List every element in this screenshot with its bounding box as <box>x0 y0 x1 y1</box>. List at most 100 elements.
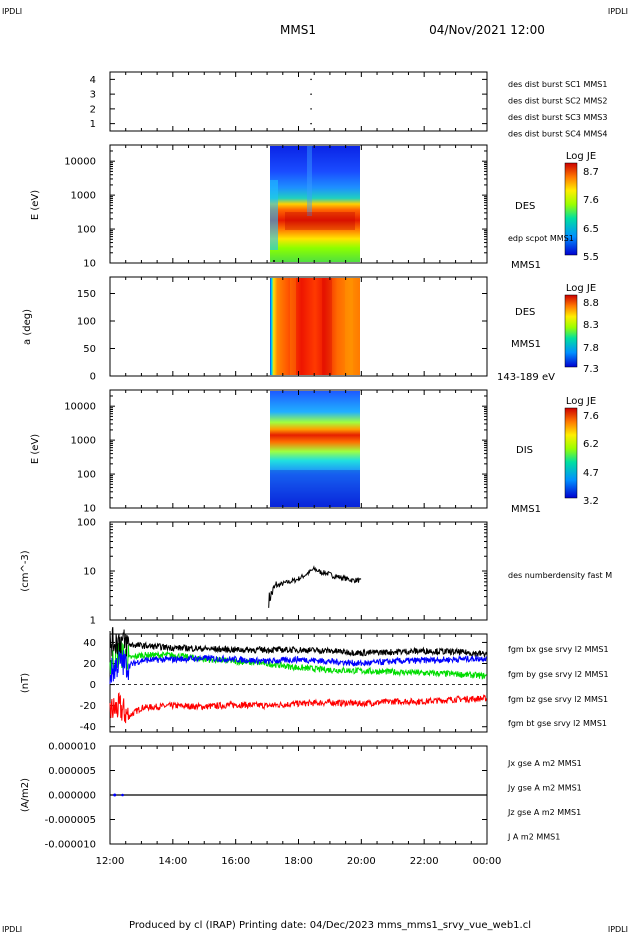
des-energy-low-edge <box>270 180 278 250</box>
legend-entry-fgm: fgm bt gse srvy l2 MMS1 <box>508 719 607 728</box>
burst-point <box>310 78 312 81</box>
y-tick-label: -20 <box>80 701 96 712</box>
y-tick-label: 20 <box>83 659 96 670</box>
colorbar-title-2: Log JE <box>566 283 596 294</box>
legend-entry-fgm: fgm bz gse srvy l2 MMS1 <box>508 695 608 704</box>
colorbar-tick-3-3: 3.2 <box>583 496 599 507</box>
x-tick-label: 20:00 <box>347 856 376 867</box>
des-species-label: DES <box>515 201 535 212</box>
fgm-trace <box>109 649 487 685</box>
ylabel-des-energy: E (eV) <box>30 190 41 220</box>
y-tick-label: 10000 <box>64 157 96 168</box>
burst-point <box>310 108 312 110</box>
legend-entry-density: des numberdensity fast M <box>508 571 612 580</box>
colorbar-tick-1-2: 6.5 <box>583 224 599 235</box>
legend-entry-current: J A m2 MMS1 <box>507 833 560 842</box>
y-tick-label: -0.000005 <box>45 815 96 826</box>
edp-scpot-label: edp scpot MMS1 <box>508 234 574 243</box>
y-tick-label: -40 <box>80 722 96 733</box>
y-tick-label: 0.000010 <box>48 742 96 753</box>
des-energy-sc-label: MMS1 <box>511 260 541 271</box>
y-tick-label: 0 <box>90 680 96 691</box>
y-tick-label: 1000 <box>71 436 96 447</box>
des-pitch-stripe-1 <box>290 278 296 375</box>
legend-entry-fgm: fgm by gse srvy l2 MMS1 <box>508 670 609 679</box>
burst-point <box>310 93 312 95</box>
corner-label-bl: IPDLI <box>2 925 22 934</box>
des-energy-dark-core <box>285 212 355 230</box>
y-tick-label: 100 <box>77 470 96 481</box>
colorbar-tick-2-0: 8.8 <box>583 298 599 309</box>
fgm-trace <box>109 627 487 659</box>
energy-range-label: 143-189 eV <box>497 372 555 383</box>
legend-entry-current: Jz gse A m2 MMS1 <box>507 808 581 817</box>
dis-species-label: DIS <box>516 445 533 456</box>
ylabel-density: (cm^-3) <box>20 550 31 591</box>
fgm-trace <box>109 640 487 680</box>
y-tick-label: 100 <box>77 518 96 529</box>
dynamic-marks: 12:00 14:00 16:00 18:00 20:00 22:00 00:00 4 3 2 1 1… <box>45 72 612 867</box>
colorbar-dis-energy: Log JE 7.6 6.2 4.7 3.2 <box>564 396 599 507</box>
y-tick-label: 1 <box>90 119 96 130</box>
colorbar-tick-1-0: 8.7 <box>583 167 599 178</box>
dis-sc-label: MMS1 <box>511 504 541 515</box>
colorbar-tick-2-3: 7.3 <box>583 364 599 375</box>
colorbar-tick-3-0: 7.6 <box>583 411 599 422</box>
colorbar-tick-3-1: 6.2 <box>583 439 599 450</box>
y-tick-label: 4 <box>90 75 96 86</box>
density-trace <box>268 565 362 608</box>
legend-entry-burst: des dist burst SC1 MMS1 <box>508 80 607 89</box>
colorbar-des-pitch: Log JE 8.8 8.3 7.8 7.3 <box>564 283 599 375</box>
des-pitch-stripe-2 <box>322 278 332 375</box>
ylabel-fgm: (nT) <box>20 673 31 693</box>
colorbar-ramp-1 <box>564 162 578 256</box>
x-tick-label: 22:00 <box>410 856 439 867</box>
des-pitch-stripe-3 <box>345 278 353 375</box>
current-point <box>113 793 117 797</box>
y-tick-label: 100 <box>77 225 96 236</box>
y-tick-label: 0.000000 <box>48 791 96 802</box>
legend-entry-current: Jx gse A m2 MMS1 <box>507 759 582 768</box>
datetime-title: 04/Nov/2021 12:00 <box>429 23 545 37</box>
y-tick-label: -0.000010 <box>45 840 96 851</box>
y-tick-label: 10 <box>83 567 96 578</box>
footer-credit: Produced by cl (IRAP) Printing date: 04/… <box>129 920 531 931</box>
y-tick-label: 0 <box>90 372 96 383</box>
colorbar-tick-3-2: 4.7 <box>583 468 599 479</box>
colorbar-tick-2-1: 8.3 <box>583 320 599 331</box>
colorbar-tick-1-1: 7.6 <box>583 195 599 206</box>
colorbar-des-energy: Log JE 8.7 7.6 6.5 5.5 <box>564 151 599 263</box>
legend-entry-burst: des dist burst SC3 MMS3 <box>508 113 607 122</box>
legend-entry-current: Jy gse A m2 MMS1 <box>507 784 582 793</box>
burst-point <box>310 122 312 125</box>
des-pitch-species-label: DES <box>515 307 535 318</box>
x-tick-label: 14:00 <box>158 856 187 867</box>
dis-energy-spectrogram <box>270 391 360 507</box>
des-pitch-spectrogram <box>270 278 360 375</box>
y-tick-label: 40 <box>83 638 96 649</box>
colorbar-title-3: Log JE <box>566 396 596 407</box>
x-tick-label: 18:00 <box>284 856 313 867</box>
panel-frame-density <box>109 521 488 621</box>
legend-entry-fgm: fgm bx gse srvy l2 MMS1 <box>508 645 609 654</box>
y-tick-label: 1 <box>90 616 96 627</box>
des-pitch-sc-label: MMS1 <box>511 339 541 350</box>
dis-energy-speckle <box>270 470 360 507</box>
y-tick-label: 100 <box>77 317 96 328</box>
mission-title: MMS1 <box>280 23 316 37</box>
des-energy-spectrogram <box>270 146 360 262</box>
scpot-point <box>273 260 275 262</box>
corner-label-br: IPDLI <box>608 925 628 934</box>
colorbar-tick-2-2: 7.8 <box>583 343 599 354</box>
ylabel-current: (A/m2) <box>20 778 31 812</box>
corner-label-tl: IPDLI <box>2 7 22 16</box>
colorbar-title-1: Log JE <box>566 151 596 162</box>
legend-entry-burst: des dist burst SC4 MMS4 <box>508 130 607 139</box>
x-tick-label: 00:00 <box>473 856 502 867</box>
colorbar-ramp-2 <box>564 294 578 368</box>
panel-frame-fgm <box>109 633 488 733</box>
y-tick-label: 50 <box>83 344 96 355</box>
current-point <box>121 793 124 797</box>
colorbar-tick-1-3: 5.5 <box>583 252 599 263</box>
